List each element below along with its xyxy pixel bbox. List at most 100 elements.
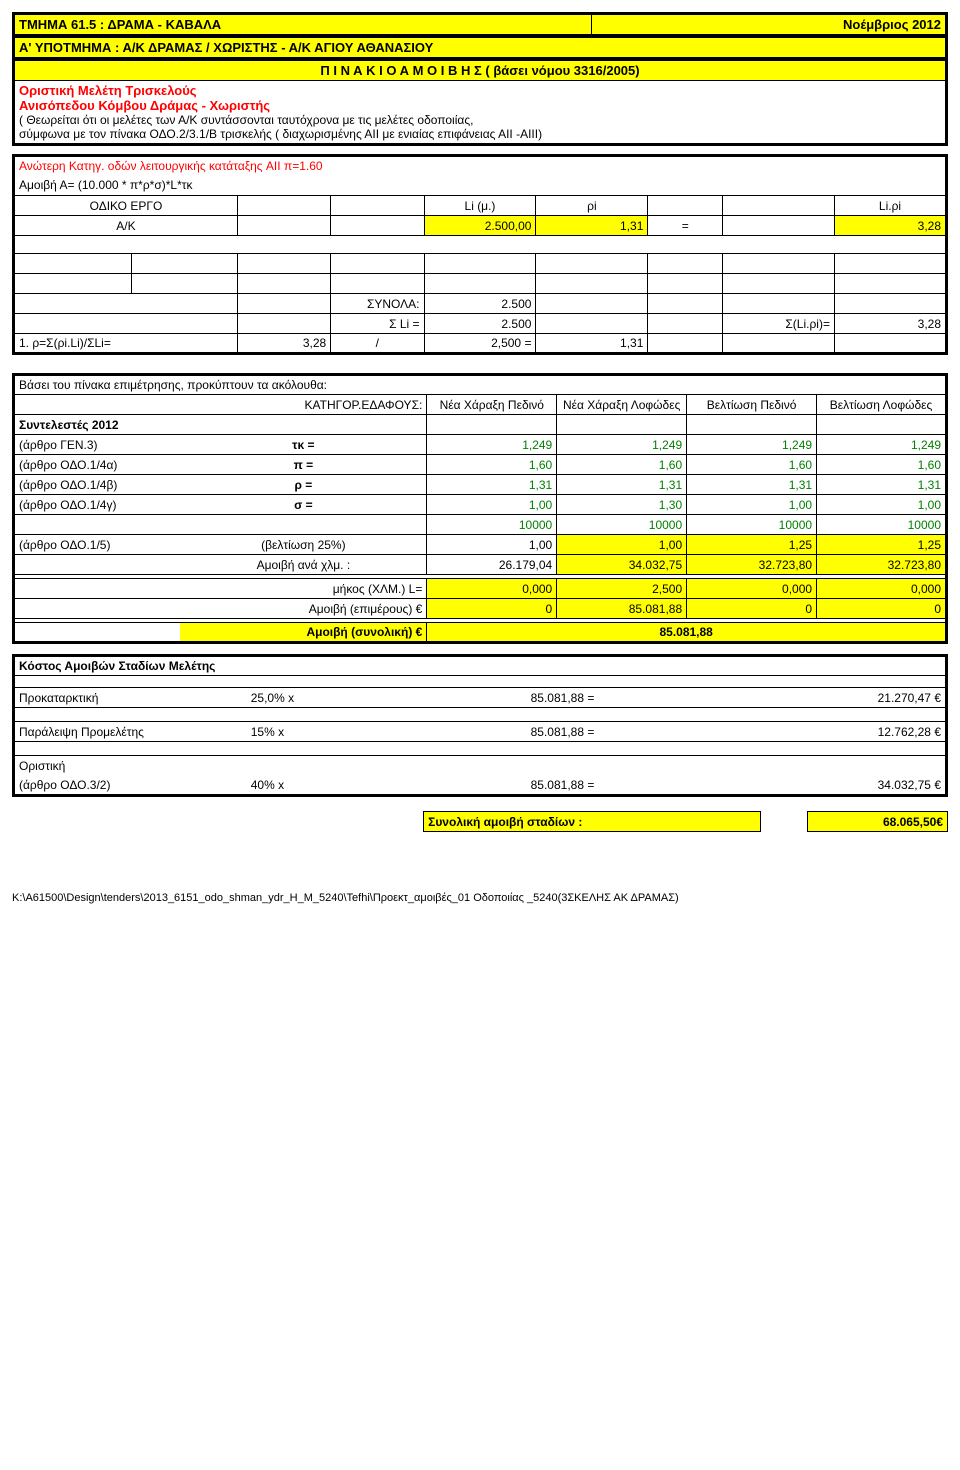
stage-pct: 25,0% x	[247, 688, 387, 708]
empty-cell	[237, 216, 330, 236]
empty-cell	[424, 254, 536, 274]
total-fee-label: Αμοιβή (συνολική) €	[180, 623, 426, 643]
length-label: μήκος (ΧΛΜ.) L=	[180, 579, 426, 599]
empty-cell	[14, 515, 181, 535]
note2: σύμφωνα με τον πίνακα ΟΔΟ.2/3.1/Β τρισκε…	[19, 127, 941, 141]
empty-cell	[648, 334, 723, 354]
synola-label: ΣΥΝΟΛΑ:	[331, 294, 424, 314]
part-val-3: 0	[687, 599, 817, 619]
sli-value: 2.500	[424, 314, 536, 334]
section-code: ΤΜΗΜΑ 61.5 : ΔΡΑΜΑ - ΚΑΒΑΛΑ	[14, 14, 592, 36]
empty-cell	[536, 274, 648, 294]
lirho-header: Li.ρi	[834, 196, 946, 216]
li-value: 2.500,00	[424, 216, 536, 236]
empty-cell	[14, 599, 181, 619]
rho-v2: 2,500 =	[424, 334, 536, 354]
value-cell: 32.723,80	[687, 555, 817, 575]
empty-cell	[723, 196, 835, 216]
empty-cell	[834, 334, 946, 354]
header-table: ΤΜΗΜΑ 61.5 : ΔΡΑΜΑ - ΚΑΒΑΛΑ Νοέμβριος 20…	[12, 12, 948, 37]
col-header-1: Νέα Χάραξη Πεδινό	[427, 395, 557, 415]
slirho-label: Σ(Li.ρi)=	[723, 314, 835, 334]
stage-base: 85.081,88 =	[527, 688, 695, 708]
empty-cell	[834, 254, 946, 274]
stage-label: Παράλειψη Προμελέτης	[14, 722, 247, 742]
value-cell: 1,31	[557, 475, 687, 495]
total-fee-value: 85.081,88	[427, 623, 947, 643]
value-cell: 1,60	[427, 455, 557, 475]
odiko-ergo-header: ΟΔΙΚΟ ΕΡΓΟ	[14, 196, 238, 216]
footer-path: K:\A61500\Design\tenders\2013_6151_odo_s…	[12, 892, 948, 904]
document: ΤΜΗΜΑ 61.5 : ΔΡΑΜΑ - ΚΑΒΑΛΑ Νοέμβριος 20…	[12, 12, 948, 904]
final-result: 34.032,75 €	[807, 776, 947, 796]
empty-cell	[387, 756, 527, 776]
empty-cell	[527, 756, 695, 776]
empty-cell	[331, 216, 424, 236]
rho-calc-label: 1. ρ=Σ(ρi.Li)/ΣLi=	[14, 334, 238, 354]
empty-cell	[834, 294, 946, 314]
value-cell: 10000	[427, 515, 557, 535]
stage-result: 21.270,47 €	[807, 688, 947, 708]
study-line1: Oριστική Μελέτη Τρισκελούς	[19, 83, 941, 98]
empty-cell	[557, 415, 687, 435]
subsection: Α' ΥΠΟΤΜΗΜΑ : Α/Κ ΔΡΑΜΑΣ / ΧΩΡΙΣΤΗΣ - Α/…	[14, 38, 947, 59]
len-val-1: 0,000	[427, 579, 557, 599]
len-val-3: 0,000	[687, 579, 817, 599]
final-label2: (άρθρο ΟΔΟ.3/2)	[14, 776, 247, 796]
value-cell: 1,00	[687, 495, 817, 515]
rho-value: 1,31	[536, 216, 648, 236]
value-cell: 10000	[557, 515, 687, 535]
partial-fee-label: Αμοιβή (επιμέρους) €	[180, 599, 426, 619]
empty-cell	[14, 254, 132, 274]
empty-cell	[12, 812, 424, 832]
article-ref: (άρθρο ΓΕΝ.3)	[14, 435, 181, 455]
cat-edafous-label: ΚΑΤΗΓΟΡ.ΕΔΑΦΟΥΣ:	[301, 395, 427, 415]
basis-table: Βάσει του πίνακα επιμέτρησης, προκύπτουν…	[12, 373, 948, 644]
empty-cell	[817, 415, 947, 435]
empty-cell	[648, 196, 723, 216]
symbol-label: Αμοιβή ανά χλμ. :	[180, 555, 426, 575]
rho-result: 1,31	[536, 334, 648, 354]
formula: Αμοιβή Α= (10.000 * π*ρ*σ)*L*τκ	[14, 176, 947, 196]
value-cell: 1,249	[427, 435, 557, 455]
final-pct: 40% x	[247, 776, 387, 796]
empty-cell	[760, 812, 807, 832]
empty-cell	[131, 274, 237, 294]
value-cell: 1,31	[687, 475, 817, 495]
value-cell: 1,00	[817, 495, 947, 515]
value-cell: 10000	[687, 515, 817, 535]
stages-title: Κόστος Αμοιβών Σταδίων Μελέτης	[14, 656, 947, 676]
empty-cell	[331, 274, 424, 294]
article-ref: (άρθρο ΟΔΟ.1/4α)	[14, 455, 181, 475]
spacer	[14, 676, 947, 688]
rho-slash: /	[331, 334, 424, 354]
empty-cell	[695, 688, 807, 708]
eq-sign: =	[648, 216, 723, 236]
empty-cell	[427, 415, 557, 435]
empty-cell	[131, 254, 237, 274]
empty-cell	[648, 314, 723, 334]
value-cell: 1,25	[687, 535, 817, 555]
subsection-table: Α' ΥΠΟΤΜΗΜΑ : Α/Κ ΔΡΑΜΑΣ / ΧΩΡΙΣΤΗΣ - Α/…	[12, 37, 948, 60]
col-header-3: Βελτίωση Πεδινό	[687, 395, 817, 415]
final-base: 85.081,88 =	[527, 776, 695, 796]
article-ref: (άρθρο ΟΔΟ.1/5)	[14, 535, 181, 555]
value-cell: 1,249	[687, 435, 817, 455]
value-cell: 32.723,80	[817, 555, 947, 575]
rho-header: ρi	[536, 196, 648, 216]
empty-cell	[723, 254, 835, 274]
stages-table: Κόστος Αμοιβών Σταδίων Μελέτης Προκαταρκ…	[12, 654, 948, 797]
li-header: Li (μ.)	[424, 196, 536, 216]
synola-value: 2.500	[424, 294, 536, 314]
empty-cell	[536, 254, 648, 274]
pinakio-title: Π Ι Ν Α Κ Ι Ο Α Μ Ο Ι Β Η Σ ( βάσει νόμο…	[14, 61, 947, 81]
coef-label: Συντελεστές 2012	[14, 415, 427, 435]
symbol-label: τκ =	[180, 435, 426, 455]
len-val-4: 0,000	[817, 579, 947, 599]
category-title: Ανώτερη Κατηγ. οδών λειτουργικής κατάταξ…	[14, 156, 947, 176]
empty-cell	[14, 623, 181, 643]
empty-cell	[14, 274, 132, 294]
value-cell: 1,249	[557, 435, 687, 455]
col-header-2: Νέα Χάραξη Λοφώδες	[557, 395, 687, 415]
article-ref: (άρθρο ΟΔΟ.1/4γ)	[14, 495, 181, 515]
